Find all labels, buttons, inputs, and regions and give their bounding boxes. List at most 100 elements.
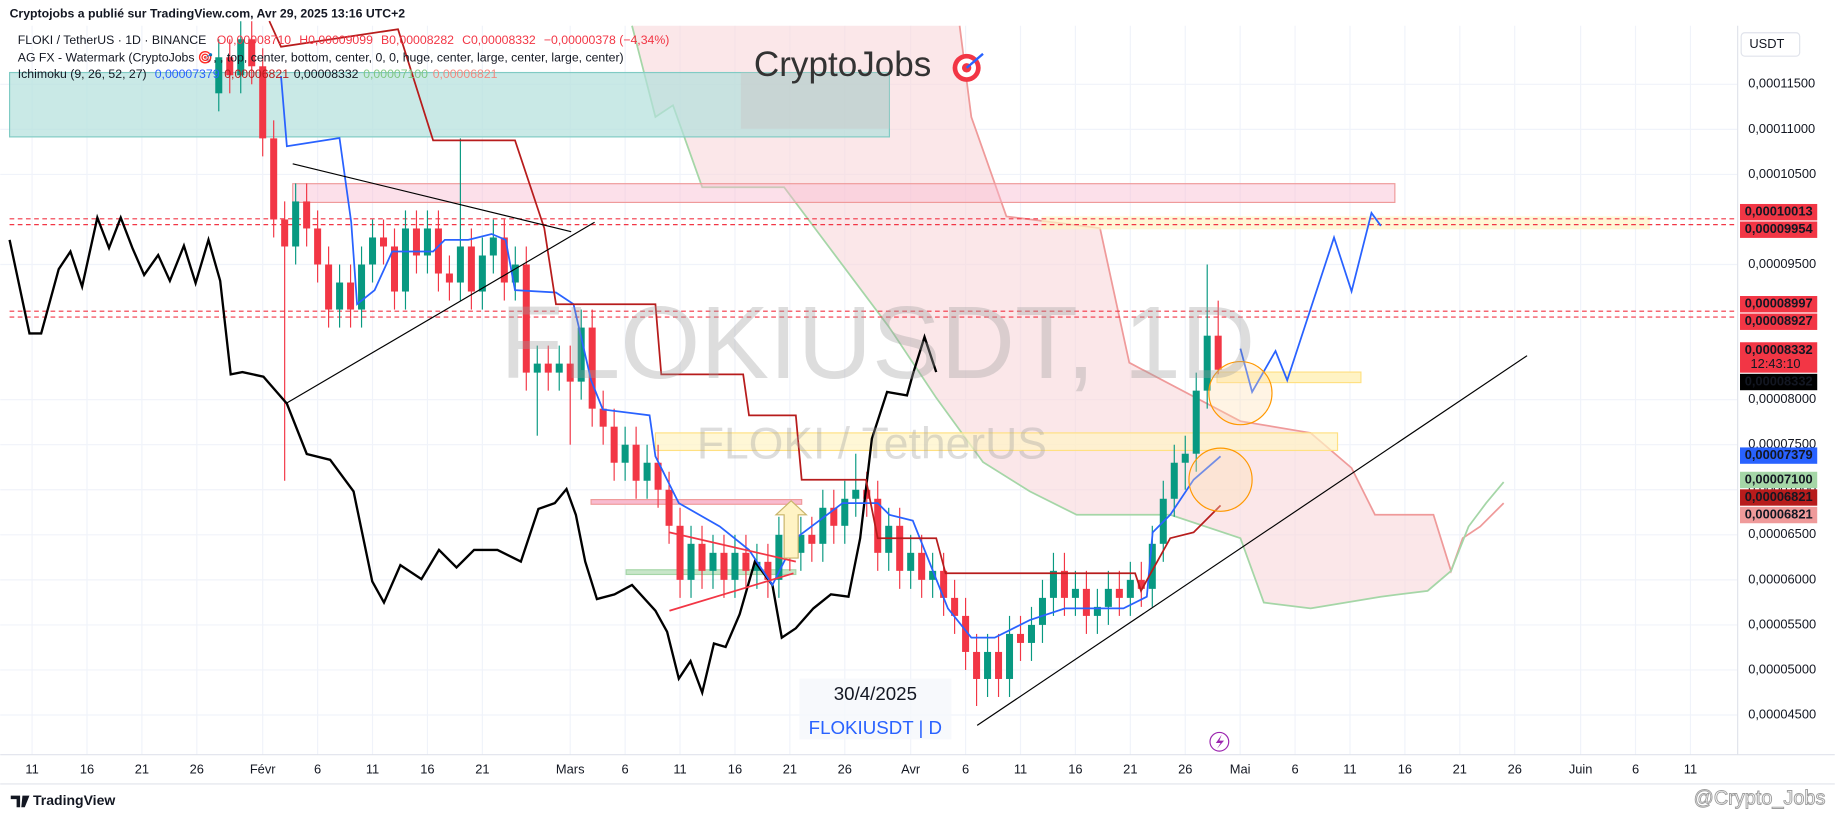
trend-line — [285, 221, 595, 405]
candle-body — [226, 57, 234, 76]
y-tick-label: 0,00004500 — [1748, 706, 1816, 721]
legend-line: FLOKI / TetherUS · 1D · BINANCE O0,00008… — [18, 33, 670, 47]
candle-body — [412, 228, 420, 256]
legend-change: −0,00000378 (−4,34%) — [544, 33, 669, 47]
candle-body — [522, 264, 530, 373]
wedge-line — [669, 572, 794, 612]
time-axis-bg — [0, 754, 1835, 819]
price-badge-label: 0,00007100 — [1745, 471, 1813, 486]
candle-body — [1071, 588, 1079, 598]
candle-body — [1027, 624, 1035, 643]
candle-body — [1126, 579, 1134, 598]
candle-body — [731, 552, 739, 580]
arrow-up — [774, 499, 808, 559]
annotation-box — [799, 678, 952, 740]
candle-body — [1137, 579, 1145, 589]
x-tick-label: 11 — [1684, 761, 1697, 776]
candle-body — [984, 651, 992, 679]
candle-body — [885, 525, 893, 553]
footer-handle: @Crypto_Jobs — [1694, 787, 1826, 809]
y-tick-label: 0,00011500 — [1748, 76, 1815, 91]
candle-body — [1181, 453, 1189, 463]
candle-body — [863, 489, 871, 499]
candle-body — [918, 552, 926, 580]
x-tick-label: 6 — [314, 761, 321, 776]
y-tick-label: 0,00005000 — [1748, 661, 1816, 676]
x-tick-label: Avr — [901, 761, 921, 776]
zone-pink — [292, 183, 1396, 203]
x-tick-label: 26 — [1178, 761, 1192, 776]
candle-body — [764, 561, 772, 580]
candle-body — [1016, 633, 1025, 643]
watermark-symbol: FLOKIUSDT, 1D — [500, 285, 1255, 400]
x-tick-label: 6 — [962, 761, 969, 776]
price-badge — [1740, 296, 1818, 313]
x-tick-label: 16 — [728, 761, 742, 776]
footer-logo: TradingView — [33, 792, 115, 808]
candle-body — [555, 363, 563, 373]
candle-body — [281, 219, 289, 247]
price-badge — [1740, 471, 1818, 489]
watermark-brand: CryptoJobs — [754, 45, 931, 84]
candle-body — [720, 552, 728, 580]
candle-body — [1192, 390, 1200, 454]
annotation-date: 30/4/2025 — [834, 683, 917, 704]
price-badge-label: 0,00010013 — [1745, 204, 1813, 219]
x-tick-label: 16 — [80, 761, 94, 776]
candle-body — [852, 489, 860, 499]
candle-body — [478, 255, 486, 292]
candle-body — [841, 498, 849, 526]
candle-body — [896, 525, 904, 571]
candle-body — [380, 237, 388, 247]
candle-body — [533, 363, 541, 373]
candle-body — [1082, 588, 1090, 616]
x-tick-label: Févr — [250, 761, 276, 776]
currency: USDT — [1749, 36, 1784, 51]
candle-body — [434, 228, 442, 274]
x-tick-label: 21 — [475, 761, 489, 776]
y-tick-label: 0,00011000 — [1748, 121, 1815, 136]
candle-body — [819, 507, 827, 544]
price-badge-countdown: 12:43:10 — [1751, 356, 1801, 371]
candle-body — [259, 66, 267, 139]
candle-body — [325, 264, 333, 310]
price-badge-label: 0,00008332 — [1745, 373, 1813, 388]
candle-body — [808, 534, 816, 544]
lagging-span — [8, 213, 938, 697]
price-badge-label: 0,00008997 — [1745, 296, 1813, 311]
price-badge — [1740, 447, 1818, 464]
price-badge — [1740, 203, 1818, 221]
wedge-line — [669, 531, 797, 563]
candle-body — [676, 525, 684, 580]
legend-symbol: FLOKI / TetherUS · 1D · BINANCE — [18, 33, 207, 47]
candle-body — [973, 651, 981, 679]
y-tick-label: 0,00006000 — [1748, 571, 1816, 586]
x-tick-label: 6 — [1291, 761, 1298, 776]
y-tick-label: 0,00010500 — [1748, 166, 1816, 181]
y-tick-label: 0,00005500 — [1748, 616, 1816, 631]
price-badge — [1740, 313, 1818, 330]
legend-high: H0,00009099 — [299, 33, 373, 47]
x-tick-label: Mars — [556, 761, 585, 776]
candle-body — [1203, 335, 1211, 391]
ichimoku-value: 0,00006821 — [433, 67, 498, 81]
candle-body — [467, 246, 475, 292]
trend-line — [292, 163, 572, 233]
candle-body — [1049, 570, 1057, 598]
currency-box[interactable] — [1740, 32, 1801, 57]
zone-gray — [740, 72, 890, 129]
candle-body — [621, 444, 629, 463]
candle-body — [709, 552, 717, 571]
x-tick-label: 11 — [25, 761, 38, 776]
candle-body — [643, 462, 651, 481]
legend-low: B0,00008282 — [381, 33, 454, 47]
candle-body — [1006, 633, 1014, 679]
price-badge-label: 0,00009954 — [1745, 221, 1814, 236]
tenkan-line — [280, 75, 1222, 639]
zone-pink — [590, 499, 803, 505]
candle-body — [237, 39, 245, 76]
candle-body — [489, 237, 497, 256]
highlight-circle — [1208, 360, 1273, 426]
candle-body — [358, 264, 366, 310]
candle-body — [830, 507, 838, 526]
